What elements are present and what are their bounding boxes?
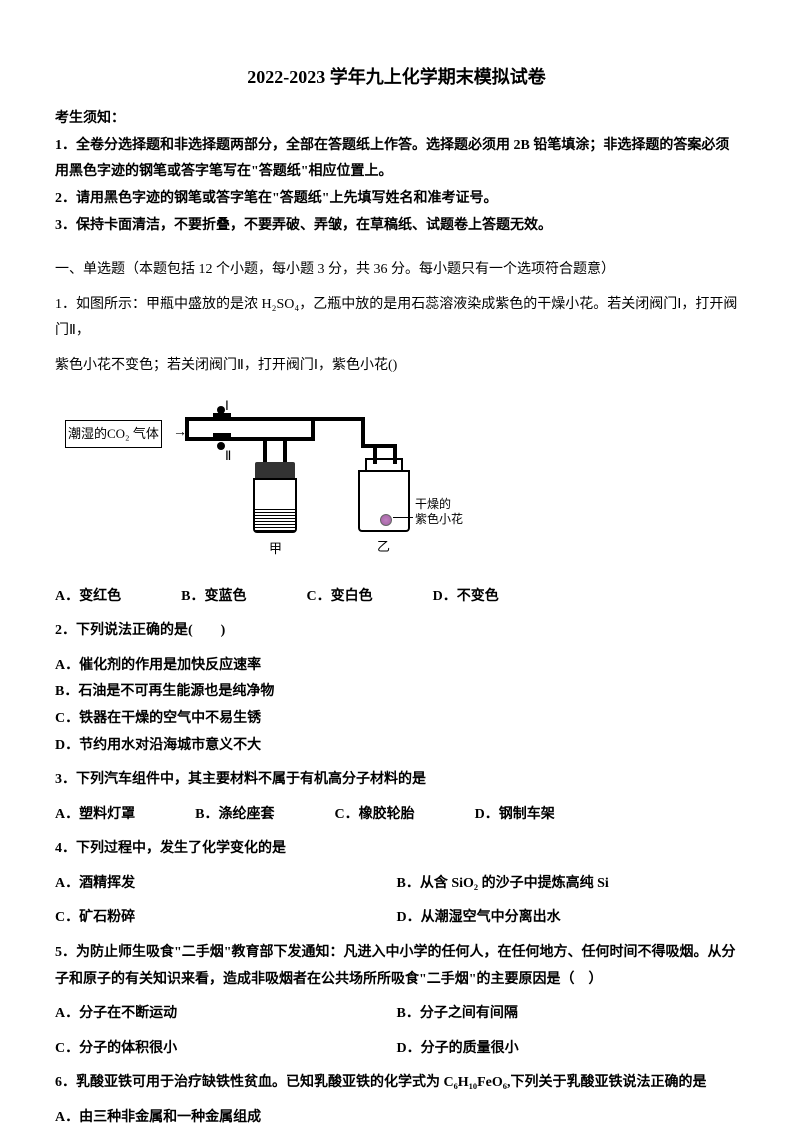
q1-opt-d: D．不变色 <box>433 584 499 611</box>
q6-text: 6．乳酸亚铁可用于治疗缺铁性贫血。已知乳酸亚铁的化学式为 C₆H₁₀FeO₆,下… <box>55 1070 738 1097</box>
q4-options-row2: C．矿石粉碎 D．从潮湿空气中分离出水 <box>55 905 738 932</box>
pipe-bottom <box>185 437 315 441</box>
q5-options-row2: C．分子的体积很小 D．分子的质量很小 <box>55 1036 738 1063</box>
q3-text: 3．下列汽车组件中，其主要材料不属于有机高分子材料的是 <box>55 767 738 794</box>
bottle-jia-cap <box>255 462 295 480</box>
q1-opt-b: B．变蓝色 <box>181 584 246 611</box>
q1-diagram: 潮湿的CO₂ 气体 → Ⅰ Ⅱ 甲 <box>65 392 465 572</box>
q1-text-line2: 紫色小花不变色；若关闭阀门Ⅱ，打开阀门Ⅰ，紫色小花() <box>55 353 738 380</box>
instruction-2: 2．请用黑色字迹的钢笔或答字笔在"答题纸"上先填写姓名和准考证号。 <box>55 186 738 213</box>
question-6: 6．乳酸亚铁可用于治疗缺铁性贫血。已知乳酸亚铁的化学式为 C₆H₁₀FeO₆,下… <box>55 1070 738 1131</box>
q1-opt-c: C．变白色 <box>306 584 372 611</box>
instruction-1: 1．全卷分选择题和非选择题两部分，全部在答题纸上作答。选择题必须用 2B 铅笔填… <box>55 133 738 186</box>
exam-title: 2022-2023 学年九上化学期末模拟试卷 <box>55 60 738 94</box>
q5-opt-c: C．分子的体积很小 <box>55 1036 397 1063</box>
valve-2 <box>213 433 231 441</box>
q4-options-row1: A．酒精挥发 B．从含 SiO₂ 的沙子中提炼高纯 Si <box>55 871 738 898</box>
q4-opt-c: C．矿石粉碎 <box>55 905 397 932</box>
q6-opt-a: A．由三种非金属和一种金属组成 <box>55 1105 738 1132</box>
q5-opt-d: D．分子的质量很小 <box>397 1036 739 1063</box>
q4-opt-b: B．从含 SiO₂ 的沙子中提炼高纯 Si <box>397 871 739 898</box>
bottle-yi-neck <box>365 458 403 470</box>
q1-opt-a: A．变红色 <box>55 584 121 611</box>
bottle-jia <box>253 478 297 533</box>
q2-opt-d: D．节约用水对沿海城市意义不大 <box>55 733 738 760</box>
bottle-jia-liquid <box>255 509 295 531</box>
q4-opt-d: D．从潮湿空气中分离出水 <box>397 905 739 932</box>
q3-options: A．塑料灯罩 B．涤纶座套 C．橡胶轮胎 D．钢制车架 <box>55 802 738 829</box>
q5-opt-b: B．分子之间有间隔 <box>397 1001 739 1028</box>
gas-label: 潮湿的CO₂ 气体 <box>65 420 162 449</box>
valve-2-handle <box>217 442 225 450</box>
bottle-jia-label: 甲 <box>269 537 282 562</box>
q5-text: 5．为防止师生吸食"二手烟"教育部下发通知：凡进入中小学的任何人，在任何地方、任… <box>55 940 738 993</box>
q3-opt-a: A．塑料灯罩 <box>55 802 135 829</box>
valve-1-handle <box>217 406 225 414</box>
q4-opt-a: A．酒精挥发 <box>55 871 397 898</box>
question-1: 1．如图所示：甲瓶中盛放的是浓 H₂SO₄，乙瓶中放的是用石蕊溶液染成紫色的干燥… <box>55 292 738 610</box>
valve-1 <box>213 413 231 421</box>
section-1-header: 一、单选题（本题包括 12 个小题，每小题 3 分，共 36 分。每小题只有一个… <box>55 257 738 284</box>
question-2: 2．下列说法正确的是( ) A．催化剂的作用是加快反应速率 B．石油是不可再生能… <box>55 618 738 759</box>
pipe-to-jia-1 <box>263 437 267 465</box>
bottle-yi-label: 乙 <box>377 535 390 560</box>
flower-icon <box>380 514 392 526</box>
question-3: 3．下列汽车组件中，其主要材料不属于有机高分子材料的是 A．塑料灯罩 B．涤纶座… <box>55 767 738 828</box>
q2-text: 2．下列说法正确的是( ) <box>55 618 738 645</box>
junction-right <box>311 417 315 439</box>
q1-text-line1: 1．如图所示：甲瓶中盛放的是浓 H₂SO₄，乙瓶中放的是用石蕊溶液染成紫色的干燥… <box>55 292 738 345</box>
q5-options-row1: A．分子在不断运动 B．分子之间有间隔 <box>55 1001 738 1028</box>
q1-options: A．变红色 B．变蓝色 C．变白色 D．不变色 <box>55 584 738 611</box>
flower-pointer <box>393 517 413 518</box>
instructions-block: 考生须知： 1．全卷分选择题和非选择题两部分，全部在答题纸上作答。选择题必须用 … <box>55 106 738 239</box>
pipe-top <box>185 417 365 421</box>
q4-text: 4．下列过程中，发生了化学变化的是 <box>55 836 738 863</box>
pipe-to-yi-h <box>361 444 396 448</box>
q5-opt-a: A．分子在不断运动 <box>55 1001 397 1028</box>
q3-opt-c: C．橡胶轮胎 <box>334 802 414 829</box>
pipe-to-jia-2 <box>283 437 287 465</box>
question-4: 4．下列过程中，发生了化学变化的是 A．酒精挥发 B．从含 SiO₂ 的沙子中提… <box>55 836 738 932</box>
q3-opt-b: B．涤纶座套 <box>195 802 274 829</box>
q3-opt-d: D．钢制车架 <box>475 802 555 829</box>
pipe-to-yi-down <box>361 417 365 447</box>
instruction-3: 3．保持卡面清洁，不要折叠，不要弄破、弄皱，在草稿纸、试题卷上答题无效。 <box>55 213 738 240</box>
question-5: 5．为防止师生吸食"二手烟"教育部下发通知：凡进入中小学的任何人，在任何地方、任… <box>55 940 738 1062</box>
q2-opt-b: B．石油是不可再生能源也是纯净物 <box>55 679 738 706</box>
instructions-header: 考生须知： <box>55 106 738 133</box>
q2-opt-a: A．催化剂的作用是加快反应速率 <box>55 653 738 680</box>
junction-left <box>185 417 189 439</box>
valve-2-label: Ⅱ <box>225 444 231 469</box>
flower-label: 干燥的紫色小花 <box>415 497 463 528</box>
q2-opt-c: C．铁器在干燥的空气中不易生锈 <box>55 706 738 733</box>
